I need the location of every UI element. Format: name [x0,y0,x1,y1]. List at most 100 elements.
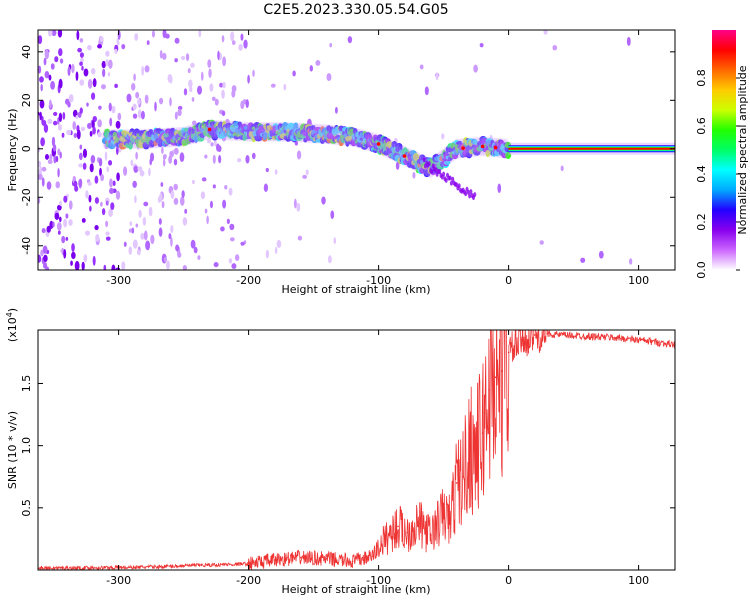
signal-blob [444,160,451,165]
noise-speckle [103,264,107,270]
signal-halo [216,120,224,141]
signal-halo [385,138,393,159]
noise-speckle [114,48,118,54]
noise-speckle [231,263,237,270]
noise-speckle [326,73,332,82]
signal-halo [356,128,365,149]
signal-halo [166,127,175,148]
noise-speckle [292,70,296,77]
signal-tail [457,183,461,189]
signal-halo [346,126,354,147]
signal-halo [104,129,113,150]
signal-tail [434,167,438,173]
signal-halo [132,129,141,150]
noise-speckle [70,260,73,266]
noise-speckle [46,225,51,233]
noise-speckle [479,43,484,48]
signal-halo [361,130,370,151]
noise-speckle [38,173,43,181]
noise-speckle [185,53,190,61]
signal-halo [114,129,123,150]
noise-speckle [106,166,110,173]
y-tick-label: 1.5 [20,375,33,393]
noise-speckle [293,198,297,209]
noise-speckle [122,166,128,176]
noise-speckle [148,206,153,217]
signal-halo [470,137,479,158]
signal-halo [455,138,464,159]
signal-halo [434,152,443,173]
y-tick-label: 0.5 [20,499,33,517]
signal-halo [273,121,282,142]
signal-tail [427,161,431,167]
signal-halo [496,138,505,159]
x-tick-label: -100 [366,274,391,287]
signal-blob [128,141,133,150]
spectrogram-x-label: Height of straight line (km) [281,283,430,296]
signal-halo [151,128,159,149]
noise-speckle [92,255,96,266]
noise-speckle [333,237,337,245]
x-tick-label: 0 [505,274,512,287]
colorbar-tick-label: 0.6 [695,117,708,135]
noise-speckle [38,196,41,205]
signal-halo [286,121,295,142]
noise-speckle [38,146,41,153]
signal-halo [320,124,328,145]
noise-speckle [68,219,73,226]
noise-speckle [51,136,56,147]
noise-speckle [94,175,99,184]
noise-speckle [59,58,64,64]
signal-halo [278,121,287,142]
signal-halo [257,121,266,142]
signal-halo [158,127,167,148]
noise-speckle [141,65,145,76]
noise-speckle [79,61,83,66]
snr-frame [37,329,676,571]
snr-x-label: Height of straight line (km) [281,583,430,596]
noise-speckle [297,235,303,241]
colorbar-tick-label: 0.8 [695,69,708,87]
noise-speckle [58,216,62,222]
signal-halo [333,125,341,146]
noise-speckle [238,44,243,51]
noise-speckle [115,120,121,129]
noise-speckle [243,39,248,49]
noise-speckle [219,82,224,88]
signal-halo [489,137,497,158]
noise-speckle [47,30,53,37]
noise-speckle [111,105,116,114]
noise-speckle [161,146,164,155]
noise-speckle [77,47,83,53]
noise-speckle [327,255,332,264]
signal-halo [265,121,274,142]
signal-halo [398,144,406,165]
signal-halo [218,120,227,141]
noise-speckle [43,254,48,263]
signal-halo [143,128,152,149]
noise-speckle [49,220,54,229]
noise-speckle [143,230,148,241]
noise-speckle [87,122,92,129]
noise-speckle [232,40,236,45]
noise-speckle [91,120,95,129]
signal-halo [307,123,315,144]
noise-speckle [626,36,631,46]
spectrogram-y-label: Frequency (Hz) [6,109,19,192]
noise-speckle [217,50,220,61]
noise-speckle [224,185,228,190]
noise-speckle [57,124,62,131]
noise-speckle [108,59,113,69]
noise-speckle [177,109,182,117]
signal-halo [312,123,321,144]
noise-speckle [55,155,59,163]
noise-speckle [229,237,235,242]
noise-speckle [240,33,244,41]
noise-speckle [63,218,68,228]
noise-speckle [38,65,42,74]
snr-panel: -300 -200 -100 0 100 0.5 1.0 1.5 Height of str… [5,308,676,596]
signal-halo [236,121,245,142]
noise-speckle [174,58,178,63]
noise-speckle [58,78,63,89]
